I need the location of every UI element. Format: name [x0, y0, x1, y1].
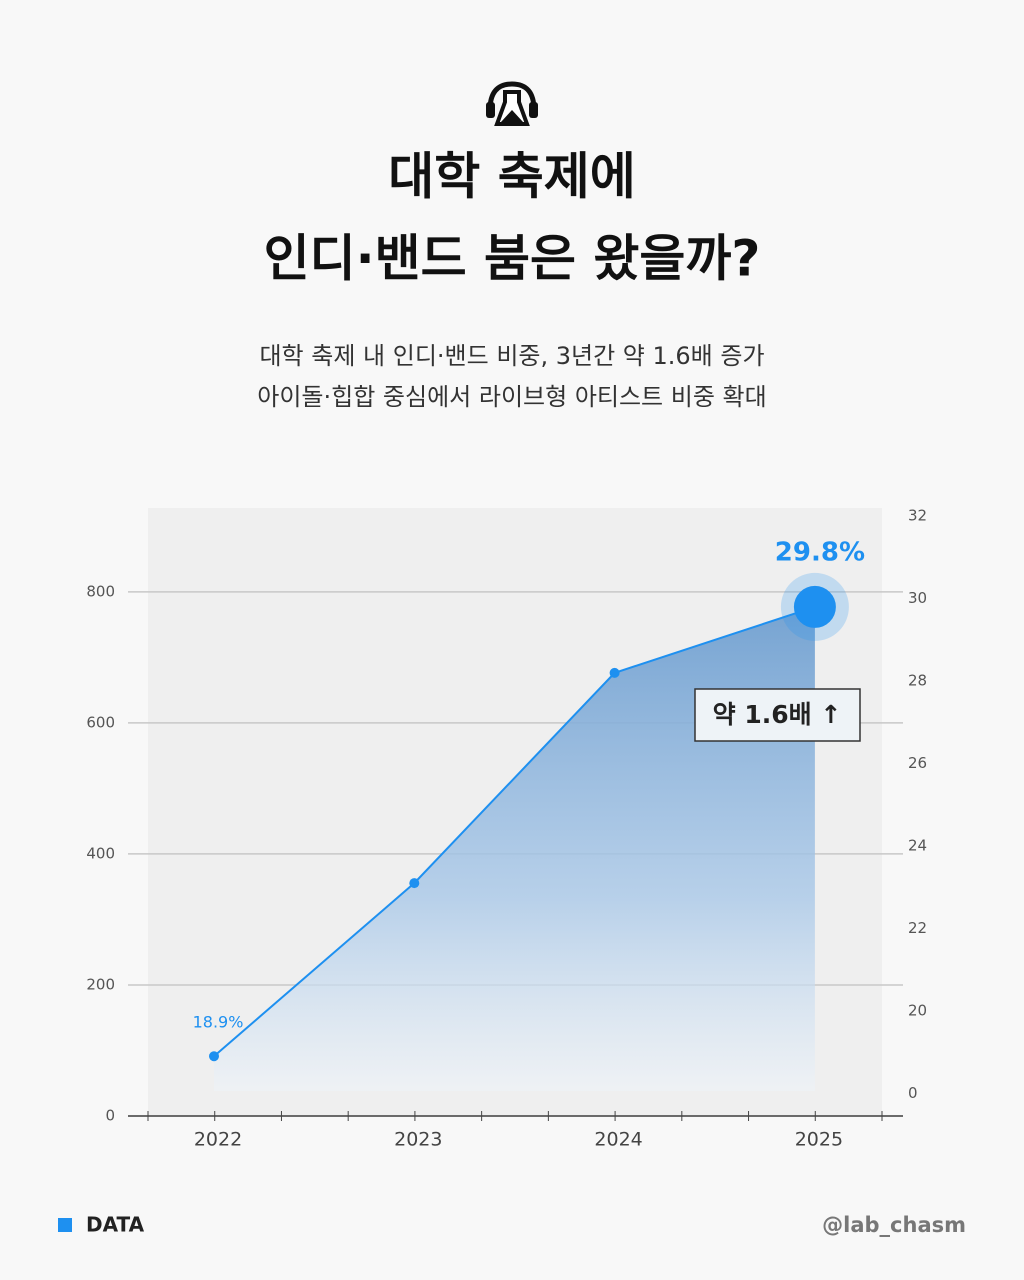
y2-tick-label: 0	[908, 1084, 918, 1102]
y2-tick-label: 24	[908, 837, 927, 855]
x-tick-label: 2023	[394, 1129, 442, 1151]
legend-label: DATA	[86, 1213, 145, 1237]
logo	[486, 81, 538, 126]
subtitle-line: 대학 축제 내 인디·밴드 비중, 3년간 약 1.6배 증가	[259, 342, 764, 370]
point	[409, 878, 420, 889]
point	[209, 1051, 219, 1062]
line	[213, 605, 816, 1057]
value-label: 18.9%	[193, 1013, 244, 1032]
source: @lab_chasm	[822, 1213, 966, 1237]
legend-swatch	[58, 1218, 72, 1232]
subtitle-line: 아이돌·힙합 중심에서 라이브형 아티스트 비중 확대	[257, 383, 766, 411]
y-tick-label: 800	[86, 582, 115, 600]
point	[609, 667, 620, 678]
x-tick-label: 2022	[194, 1129, 242, 1151]
y2-tick-label: 30	[908, 589, 927, 607]
annotation: 약 1.6배 ↑	[713, 700, 842, 729]
title-line: 인디·밴드 붐은 왔을까?	[264, 230, 761, 288]
y2-tick-label: 20	[908, 1001, 927, 1019]
x-tick-label: 2024	[594, 1129, 642, 1151]
y-tick-label: 200	[86, 975, 115, 993]
area	[214, 606, 815, 1091]
value-label: 29.8%	[775, 537, 865, 567]
title-line: 대학 축제에	[388, 148, 635, 206]
y2-tick-label: 26	[908, 754, 927, 772]
y-tick-label: 600	[86, 713, 115, 731]
point	[793, 585, 836, 628]
y2-tick-label: 28	[908, 672, 927, 690]
annotation-box	[694, 688, 861, 742]
y-tick-label: 0	[105, 1107, 115, 1125]
x-tick-label: 2025	[795, 1129, 843, 1151]
y-tick-label: 400	[86, 844, 115, 862]
y2-tick-label: 22	[908, 919, 927, 937]
y2-tick-label: 32	[908, 507, 927, 525]
